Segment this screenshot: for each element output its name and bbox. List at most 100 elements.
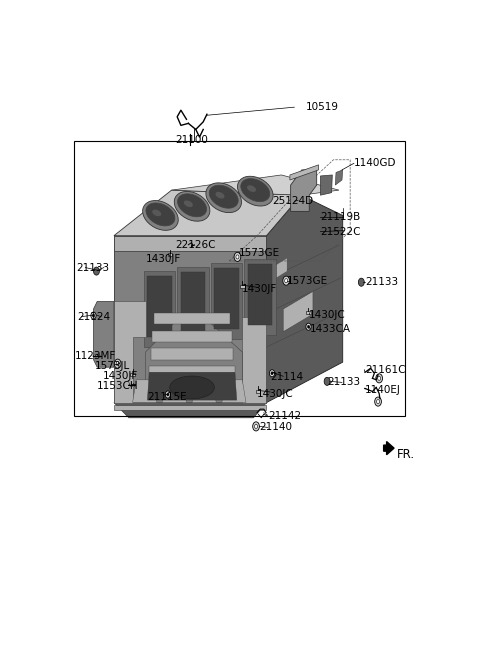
Polygon shape	[211, 263, 242, 339]
Polygon shape	[242, 317, 266, 403]
Polygon shape	[151, 348, 233, 359]
Polygon shape	[147, 373, 237, 400]
Text: 21522C: 21522C	[321, 227, 361, 237]
Ellipse shape	[170, 376, 215, 399]
Ellipse shape	[238, 176, 273, 206]
Text: 1153CH: 1153CH	[97, 382, 139, 392]
Bar	[74, 141, 405, 417]
Circle shape	[269, 370, 275, 377]
Text: 1430JF: 1430JF	[145, 254, 181, 264]
Polygon shape	[321, 175, 332, 195]
Polygon shape	[177, 267, 209, 343]
Ellipse shape	[247, 185, 256, 192]
Text: 21133: 21133	[365, 277, 398, 287]
Polygon shape	[114, 405, 266, 410]
Circle shape	[359, 278, 364, 286]
Text: 21161C: 21161C	[365, 365, 406, 374]
Ellipse shape	[146, 203, 175, 226]
Polygon shape	[114, 236, 266, 251]
Polygon shape	[266, 195, 343, 403]
Text: 10519: 10519	[305, 102, 338, 112]
Polygon shape	[145, 322, 242, 403]
Polygon shape	[162, 380, 186, 403]
Bar	[256, 390, 260, 393]
Circle shape	[91, 312, 96, 319]
Polygon shape	[181, 272, 205, 333]
Polygon shape	[244, 259, 276, 335]
Circle shape	[285, 279, 288, 283]
Ellipse shape	[178, 194, 206, 217]
Polygon shape	[215, 268, 239, 328]
Circle shape	[94, 267, 99, 275]
Text: 21142: 21142	[268, 411, 301, 421]
Bar	[240, 284, 244, 288]
Text: 21124: 21124	[77, 311, 110, 322]
Polygon shape	[114, 403, 266, 418]
Text: 21119B: 21119B	[321, 212, 360, 222]
Circle shape	[234, 252, 241, 261]
Text: 1430JC: 1430JC	[309, 309, 346, 319]
Circle shape	[377, 399, 380, 403]
Circle shape	[324, 377, 330, 386]
Circle shape	[378, 376, 381, 380]
Text: 1573GE: 1573GE	[287, 276, 328, 286]
Polygon shape	[147, 276, 172, 337]
Polygon shape	[114, 302, 145, 403]
Polygon shape	[94, 302, 114, 367]
Text: 21115E: 21115E	[147, 392, 187, 401]
Text: FR.: FR.	[396, 447, 415, 461]
Bar	[306, 311, 311, 314]
Text: 1430JC: 1430JC	[257, 388, 294, 399]
Text: 1123MF: 1123MF	[75, 351, 116, 361]
Circle shape	[283, 276, 289, 285]
Polygon shape	[149, 366, 235, 377]
Text: 1573GE: 1573GE	[239, 248, 280, 258]
Circle shape	[376, 374, 383, 383]
Polygon shape	[114, 236, 266, 403]
Text: 22126C: 22126C	[175, 240, 216, 250]
Polygon shape	[144, 271, 175, 347]
Ellipse shape	[206, 183, 241, 213]
Text: 1573JL: 1573JL	[95, 361, 130, 371]
Polygon shape	[283, 291, 313, 332]
Circle shape	[271, 372, 273, 374]
Ellipse shape	[152, 210, 161, 216]
Circle shape	[236, 255, 239, 259]
Polygon shape	[222, 380, 246, 403]
Text: 1140EJ: 1140EJ	[365, 385, 401, 395]
Polygon shape	[172, 175, 339, 195]
Bar	[130, 373, 135, 376]
Polygon shape	[335, 170, 343, 185]
Circle shape	[92, 314, 95, 317]
Polygon shape	[384, 442, 394, 455]
Text: 1430JF: 1430JF	[242, 284, 277, 294]
Text: 25124D: 25124D	[272, 196, 313, 206]
Polygon shape	[152, 330, 232, 342]
Ellipse shape	[209, 185, 238, 208]
Ellipse shape	[216, 192, 225, 198]
Circle shape	[165, 391, 170, 398]
Polygon shape	[266, 258, 287, 284]
Circle shape	[116, 361, 119, 366]
Circle shape	[167, 393, 169, 396]
Text: 21133: 21133	[77, 263, 110, 273]
Text: 21114: 21114	[270, 373, 303, 382]
Polygon shape	[154, 313, 230, 324]
Bar	[168, 254, 172, 256]
Ellipse shape	[174, 191, 210, 221]
Polygon shape	[192, 380, 216, 403]
Circle shape	[114, 359, 121, 368]
Text: 21140: 21140	[259, 422, 292, 432]
Polygon shape	[290, 170, 317, 212]
Ellipse shape	[184, 200, 193, 207]
Polygon shape	[290, 165, 319, 180]
Text: 21133: 21133	[327, 377, 360, 388]
Polygon shape	[114, 190, 301, 236]
Circle shape	[375, 397, 382, 406]
Polygon shape	[132, 380, 156, 403]
Ellipse shape	[143, 200, 178, 231]
Text: 21100: 21100	[175, 135, 208, 145]
Polygon shape	[248, 264, 272, 325]
Circle shape	[254, 424, 258, 428]
Text: 1430JF: 1430JF	[103, 371, 138, 381]
